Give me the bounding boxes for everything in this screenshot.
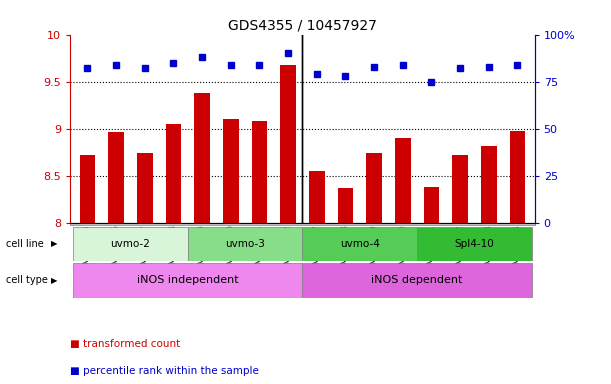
Bar bbox=[510, 131, 525, 223]
Bar bbox=[337, 188, 353, 223]
Bar bbox=[223, 119, 239, 223]
Bar bbox=[423, 187, 439, 223]
Title: GDS4355 / 10457927: GDS4355 / 10457927 bbox=[228, 18, 377, 32]
Bar bbox=[366, 153, 382, 223]
Text: iNOS independent: iNOS independent bbox=[137, 275, 239, 285]
Text: uvmo-3: uvmo-3 bbox=[225, 239, 265, 249]
Bar bbox=[108, 132, 124, 223]
Text: Spl4-10: Spl4-10 bbox=[455, 239, 494, 249]
Text: ▶: ▶ bbox=[51, 276, 57, 285]
Text: uvmo-4: uvmo-4 bbox=[340, 239, 379, 249]
Bar bbox=[188, 227, 302, 261]
Bar bbox=[137, 153, 153, 223]
Bar bbox=[395, 138, 411, 223]
Bar bbox=[73, 263, 302, 298]
Bar bbox=[73, 227, 188, 261]
Bar bbox=[302, 263, 532, 298]
Bar bbox=[166, 124, 181, 223]
Bar bbox=[252, 121, 268, 223]
Bar bbox=[417, 227, 532, 261]
Text: cell line: cell line bbox=[6, 239, 44, 249]
Bar bbox=[194, 93, 210, 223]
Bar bbox=[79, 155, 95, 223]
Bar bbox=[452, 155, 468, 223]
Bar bbox=[280, 65, 296, 223]
Bar bbox=[302, 227, 417, 261]
Bar bbox=[309, 171, 324, 223]
Text: iNOS dependent: iNOS dependent bbox=[371, 275, 463, 285]
Text: ■ transformed count: ■ transformed count bbox=[70, 339, 180, 349]
Text: ▶: ▶ bbox=[51, 239, 57, 248]
Text: cell type: cell type bbox=[6, 275, 48, 285]
Text: uvmo-2: uvmo-2 bbox=[111, 239, 150, 249]
Bar bbox=[481, 146, 497, 223]
Text: ■ percentile rank within the sample: ■ percentile rank within the sample bbox=[70, 366, 259, 376]
